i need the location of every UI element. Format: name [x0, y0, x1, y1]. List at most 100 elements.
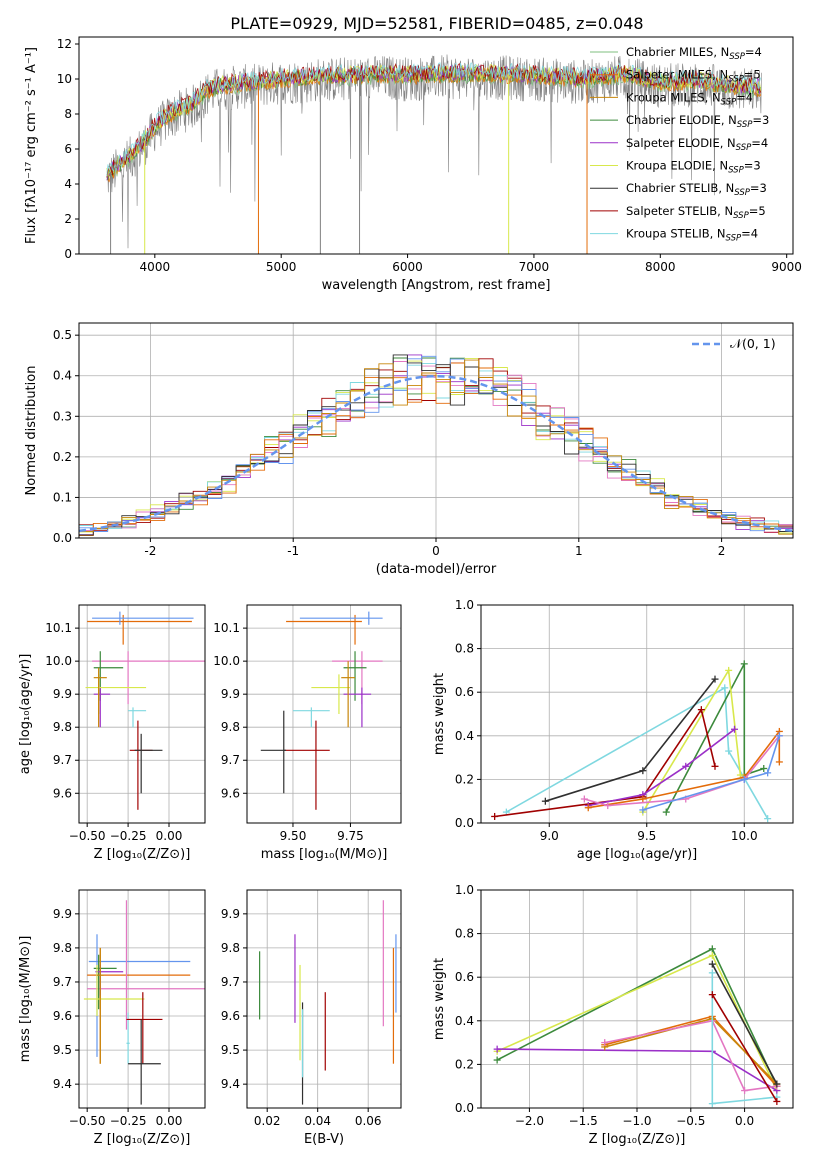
series-line [505, 686, 769, 820]
y-tick-label: 10 [57, 72, 72, 86]
y-tick-label: 0.0 [455, 816, 474, 830]
y-tick-label: 9.5 [53, 1043, 72, 1057]
histogram-step [79, 362, 793, 536]
x-tick-label: 9.0 [540, 829, 559, 843]
y-tick-label: 0.2 [455, 1057, 474, 1071]
series-marker [708, 960, 716, 968]
error-bar-point [93, 667, 107, 728]
y-tick-label: 1.0 [455, 598, 474, 612]
error-bar-point [87, 614, 192, 645]
series-marker [682, 762, 690, 770]
error-bar-point [92, 651, 205, 705]
x-tick-label: 9000 [771, 260, 802, 274]
x-tick-label: −0.25 [110, 829, 147, 843]
series-marker [708, 1100, 716, 1108]
y-tick-label: 0.8 [455, 642, 474, 656]
x-tick-label: 1 [575, 544, 583, 558]
y-tick-label: 9.8 [221, 941, 240, 955]
y-tick-label: 10.1 [213, 621, 240, 635]
series-marker [601, 1039, 609, 1047]
legend-entry: Salpeter MILES, NSSP=5 [626, 68, 761, 85]
y-tick-label: 9.9 [53, 687, 72, 701]
legend: Chabrier MILES, NSSP=4 Salpeter MILES, NS… [590, 45, 769, 244]
y-tick-label: 0.4 [455, 1014, 474, 1028]
weight-series [541, 675, 719, 805]
y-tick-label: 9.4 [53, 1077, 72, 1091]
legend-entry: Chabrier MILES, NSSP=4 [626, 45, 762, 62]
series-marker [708, 969, 716, 977]
y-axis-label: Normed distribution [24, 366, 39, 496]
axes-frame [78, 604, 206, 824]
legend-entry: Kroupa MILES, NSSP=4 [626, 90, 753, 107]
x-tick-label: 10.0 [731, 829, 758, 843]
y-tick-label: 0.2 [53, 450, 72, 464]
error-bar-point [343, 651, 367, 701]
series-marker [541, 797, 549, 805]
y-tick-label: 9.9 [221, 907, 240, 921]
error-bar-point [260, 710, 287, 794]
error-bar-point [95, 964, 124, 996]
series-marker [639, 806, 647, 814]
y-tick-label: 9.6 [53, 786, 72, 800]
series-line [711, 994, 778, 1102]
axes-decor: 4000 5000 6000 7000 8000 9000 0 2 4 6 8 10 12 wavelen… [24, 36, 802, 293]
error-bar-point [97, 947, 104, 1064]
series-marker [604, 802, 612, 810]
series-marker [773, 1097, 781, 1105]
error-bar-point [128, 1019, 161, 1105]
x-tick-label: 6000 [392, 260, 423, 274]
y-tick-label: 9.8 [53, 720, 72, 734]
x-tick-label: −0.25 [110, 1114, 147, 1128]
x-tick-label: 5000 [266, 260, 297, 274]
x-tick-label: 0.04 [304, 1114, 331, 1128]
y-tick-label: 0.4 [53, 369, 72, 383]
x-axis-label: E(B-V) [304, 1132, 344, 1147]
panel-mass-vs-Z: −0.50 −0.25 0.00 9.4 9.5 9.6 9.7 9.8 9.9 Z [log₁₀… [18, 889, 206, 1147]
spectrum-line [106, 54, 762, 249]
y-tick-label: 0.0 [53, 531, 72, 545]
y-tick-label: 9.7 [221, 975, 240, 989]
series-marker [764, 815, 772, 823]
panel-age-vs-mass: 9.50 9.75 9.6 9.7 9.8 9.9 10.0 10.1 mass [log₁₀(… [213, 604, 402, 862]
series-line [665, 663, 765, 813]
y-tick-label: 9.9 [221, 687, 240, 701]
weight-series [639, 732, 783, 814]
y-tick-label: 12 [57, 37, 72, 51]
x-tick-label: 4000 [140, 260, 171, 274]
y-tick-label: 9.8 [53, 941, 72, 955]
series-marker [708, 945, 716, 953]
series-marker [493, 1056, 501, 1064]
axes-decor: 9.50 9.75 9.6 9.7 9.8 9.9 10.0 10.1 mass [log₁₀(… [213, 604, 402, 862]
x-tick-label: 9.75 [337, 829, 364, 843]
y-tick-label: 9.7 [221, 753, 240, 767]
series-marker [775, 732, 783, 740]
x-tick-label: −2.0 [515, 1114, 544, 1128]
x-axis-label: (data-model)/error [376, 562, 497, 577]
x-tick-label: 2 [718, 544, 726, 558]
series-marker [708, 951, 716, 959]
legend-entry: Kroupa STELIB, NSSP=4 [626, 227, 758, 244]
error-bar-point [292, 707, 330, 728]
y-tick-label: 10.1 [45, 621, 72, 635]
axes-decor: 9.0 9.5 10.0 0.0 0.2 0.4 0.6 0.8 1.0 age [log₁₀(a… [432, 598, 794, 862]
y-tick-label: 0.0 [455, 1101, 474, 1115]
plot-area [79, 354, 793, 536]
series-line [545, 678, 716, 802]
error-bar-point [126, 992, 163, 1064]
y-tick-label: 0.4 [455, 729, 474, 743]
error-bar-point [92, 611, 194, 625]
error-bar-point [93, 687, 111, 728]
x-axis-label: wavelength [Angstrom, rest frame] [322, 278, 551, 293]
axes-frame [78, 36, 794, 255]
weight-series [708, 960, 781, 1088]
error-bar-point [134, 733, 163, 794]
y-tick-label: 0.6 [455, 685, 474, 699]
series-marker [741, 1087, 749, 1095]
series-marker [731, 725, 738, 733]
figure-title: PLATE=0929, MJD=52581, FIBERID=0485, z=0… [230, 14, 643, 33]
plot-area [85, 611, 205, 810]
panel-weight-vs-age: 9.0 9.5 10.0 0.0 0.2 0.4 0.6 0.8 1.0 age [log₁₀(a… [432, 598, 794, 862]
y-tick-label: 8 [64, 107, 72, 121]
axes-decor: −0.50 −0.25 0.00 9.6 9.7 9.8 9.9 10.0 10.1 Z [log… [18, 604, 206, 862]
